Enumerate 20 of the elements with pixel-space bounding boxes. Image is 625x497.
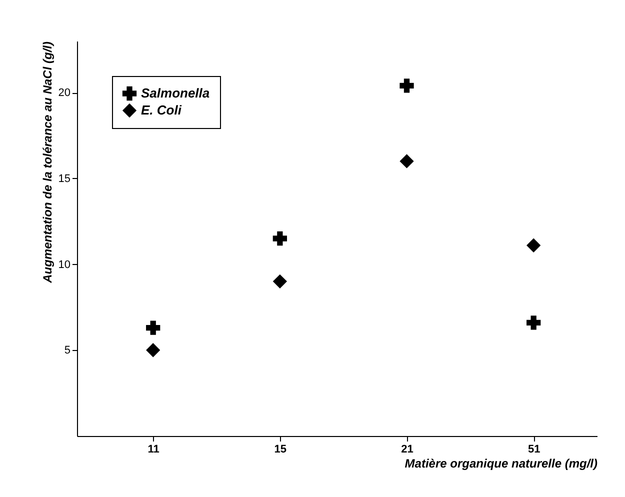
point <box>400 78 414 93</box>
y-tick-label: 5 <box>64 344 70 357</box>
x-tick-label: 21 <box>401 444 414 456</box>
x-axis-title: Matière organique naturelle (mg/l) <box>404 456 598 470</box>
point <box>526 238 541 252</box>
y-tick-label: 20 <box>58 87 70 100</box>
x-tick-label: 51 <box>528 444 540 456</box>
y-tick-label: 15 <box>58 172 70 185</box>
point <box>400 154 414 168</box>
legend-label: Salmonella <box>141 86 210 100</box>
point <box>146 343 160 358</box>
legend-label: E. Coli <box>141 102 182 118</box>
y-axis-title: Augmentation de la tolérance au NaCl (g/l) <box>40 42 54 284</box>
point <box>526 316 541 330</box>
x-tick-label: 11 <box>148 444 160 456</box>
x-tick-label: 15 <box>274 444 287 456</box>
point <box>272 231 287 246</box>
point <box>146 320 160 335</box>
point <box>272 274 287 289</box>
y-tick-label: 10 <box>58 258 70 271</box>
